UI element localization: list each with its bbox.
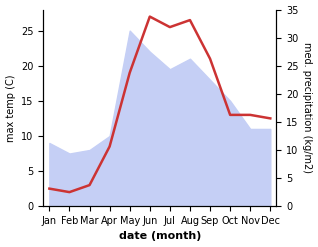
X-axis label: date (month): date (month) bbox=[119, 231, 201, 242]
Y-axis label: med. precipitation (kg/m2): med. precipitation (kg/m2) bbox=[302, 42, 313, 173]
Y-axis label: max temp (C): max temp (C) bbox=[5, 74, 16, 142]
